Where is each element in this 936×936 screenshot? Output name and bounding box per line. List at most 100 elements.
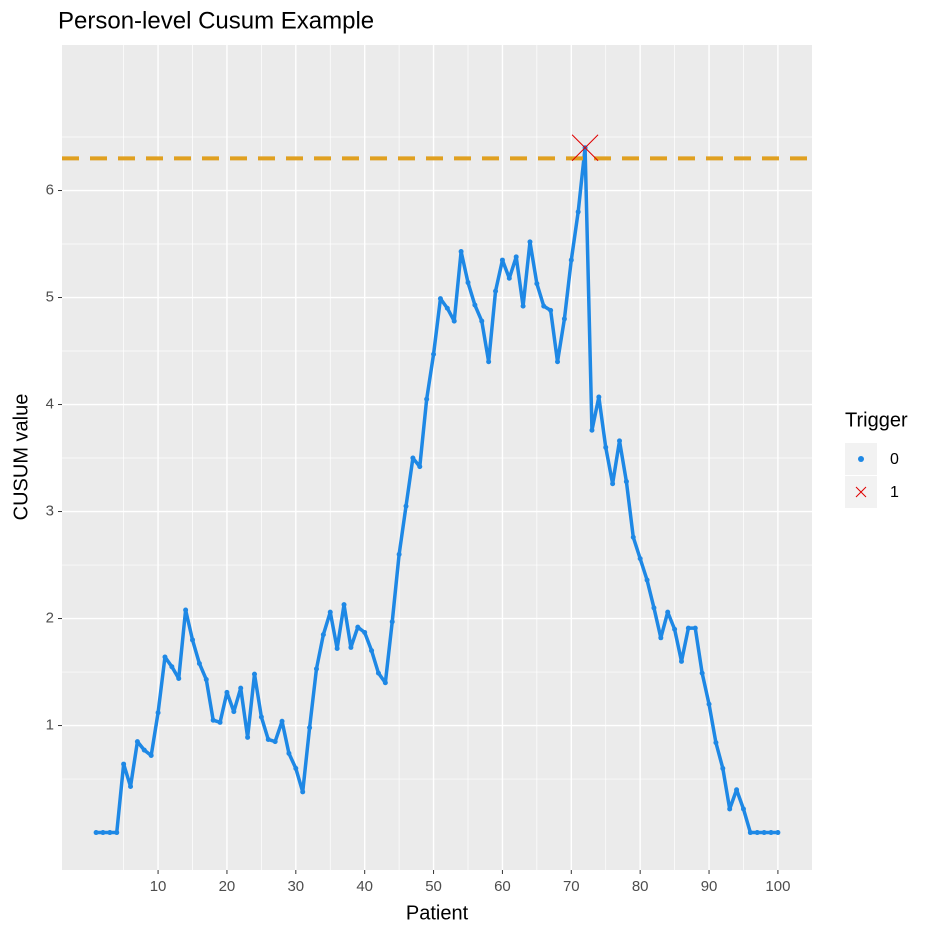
data-point bbox=[313, 666, 319, 672]
legend-title: Trigger bbox=[845, 409, 908, 431]
data-point bbox=[527, 239, 533, 245]
y-tick-label: 1 bbox=[46, 717, 54, 734]
y-tick-label: 4 bbox=[46, 396, 54, 413]
data-point bbox=[513, 254, 519, 260]
data-point bbox=[362, 629, 368, 635]
legend-symbol bbox=[855, 486, 867, 498]
data-point bbox=[183, 607, 189, 613]
data-point bbox=[327, 609, 333, 615]
data-point bbox=[699, 670, 705, 676]
x-tick-label: 50 bbox=[425, 878, 442, 895]
data-point bbox=[555, 359, 561, 365]
data-point bbox=[734, 787, 740, 793]
data-point bbox=[348, 644, 354, 650]
data-point bbox=[472, 302, 478, 308]
x-tick-label: 40 bbox=[356, 878, 373, 895]
data-point bbox=[341, 602, 347, 608]
data-point bbox=[238, 685, 244, 691]
data-point bbox=[196, 660, 202, 666]
data-point bbox=[630, 534, 636, 540]
data-point bbox=[486, 359, 492, 365]
x-axis-label: Patient bbox=[406, 902, 469, 924]
data-point bbox=[141, 747, 147, 753]
data-point bbox=[575, 209, 581, 215]
x-tick-label: 20 bbox=[219, 878, 236, 895]
data-point bbox=[224, 689, 230, 695]
legend-label: 1 bbox=[890, 484, 899, 501]
data-point bbox=[548, 307, 554, 313]
data-point bbox=[265, 736, 271, 742]
data-point bbox=[541, 303, 547, 309]
data-point bbox=[272, 739, 278, 745]
data-point bbox=[437, 296, 443, 302]
x-tick-label: 100 bbox=[765, 878, 790, 895]
data-point bbox=[685, 625, 691, 631]
data-point bbox=[658, 635, 664, 641]
data-point bbox=[93, 830, 99, 836]
data-point bbox=[169, 664, 175, 670]
x-tick-label: 30 bbox=[287, 878, 304, 895]
data-point bbox=[768, 830, 774, 836]
data-point bbox=[279, 718, 285, 724]
data-point bbox=[458, 249, 464, 255]
data-point bbox=[672, 626, 678, 632]
y-tick-label: 5 bbox=[46, 288, 54, 305]
data-point bbox=[155, 710, 161, 716]
data-point bbox=[506, 275, 512, 281]
data-point bbox=[451, 318, 457, 324]
data-point bbox=[375, 670, 381, 676]
data-point bbox=[678, 658, 684, 664]
data-point bbox=[596, 394, 602, 400]
x-tick-label: 60 bbox=[494, 878, 511, 895]
data-point bbox=[727, 806, 733, 812]
plot-panel bbox=[62, 45, 812, 870]
data-point bbox=[637, 556, 643, 562]
data-point bbox=[251, 671, 257, 677]
data-point bbox=[162, 654, 168, 660]
y-tick-label: 6 bbox=[46, 181, 54, 198]
data-point bbox=[417, 464, 423, 470]
data-point bbox=[493, 288, 499, 294]
data-point bbox=[334, 646, 340, 652]
legend-label: 0 bbox=[890, 451, 899, 468]
data-point bbox=[665, 609, 671, 615]
data-point bbox=[603, 444, 609, 450]
x-tick-label: 10 bbox=[150, 878, 167, 895]
data-point bbox=[610, 481, 616, 487]
data-point bbox=[617, 438, 623, 444]
data-point bbox=[499, 257, 505, 263]
y-axis-label: CUSUM value bbox=[10, 394, 32, 521]
data-point bbox=[128, 784, 134, 790]
grid bbox=[62, 45, 812, 870]
data-point bbox=[713, 740, 719, 746]
data-point bbox=[107, 830, 113, 836]
data-point bbox=[651, 605, 657, 611]
data-point bbox=[231, 709, 237, 715]
data-point bbox=[568, 257, 574, 263]
data-point bbox=[210, 717, 216, 723]
data-point bbox=[369, 648, 375, 654]
legend-symbol bbox=[858, 456, 864, 462]
data-point bbox=[217, 719, 223, 725]
data-point bbox=[176, 675, 182, 681]
data-point bbox=[623, 479, 629, 485]
data-point bbox=[589, 427, 595, 433]
data-point bbox=[740, 806, 746, 812]
trigger-cross bbox=[571, 134, 599, 162]
data-point bbox=[403, 503, 409, 509]
x-tick-label: 80 bbox=[632, 878, 649, 895]
data-point bbox=[190, 637, 196, 643]
series-line bbox=[96, 145, 778, 835]
data-point bbox=[307, 725, 313, 731]
data-point bbox=[444, 305, 450, 311]
x-tick-label: 90 bbox=[701, 878, 718, 895]
data-point bbox=[258, 714, 264, 720]
trigger-marker bbox=[571, 134, 599, 162]
data-point bbox=[396, 551, 402, 557]
data-point bbox=[293, 765, 299, 771]
y-tick-label: 3 bbox=[46, 503, 54, 520]
data-point bbox=[121, 761, 127, 767]
data-point bbox=[761, 830, 767, 836]
